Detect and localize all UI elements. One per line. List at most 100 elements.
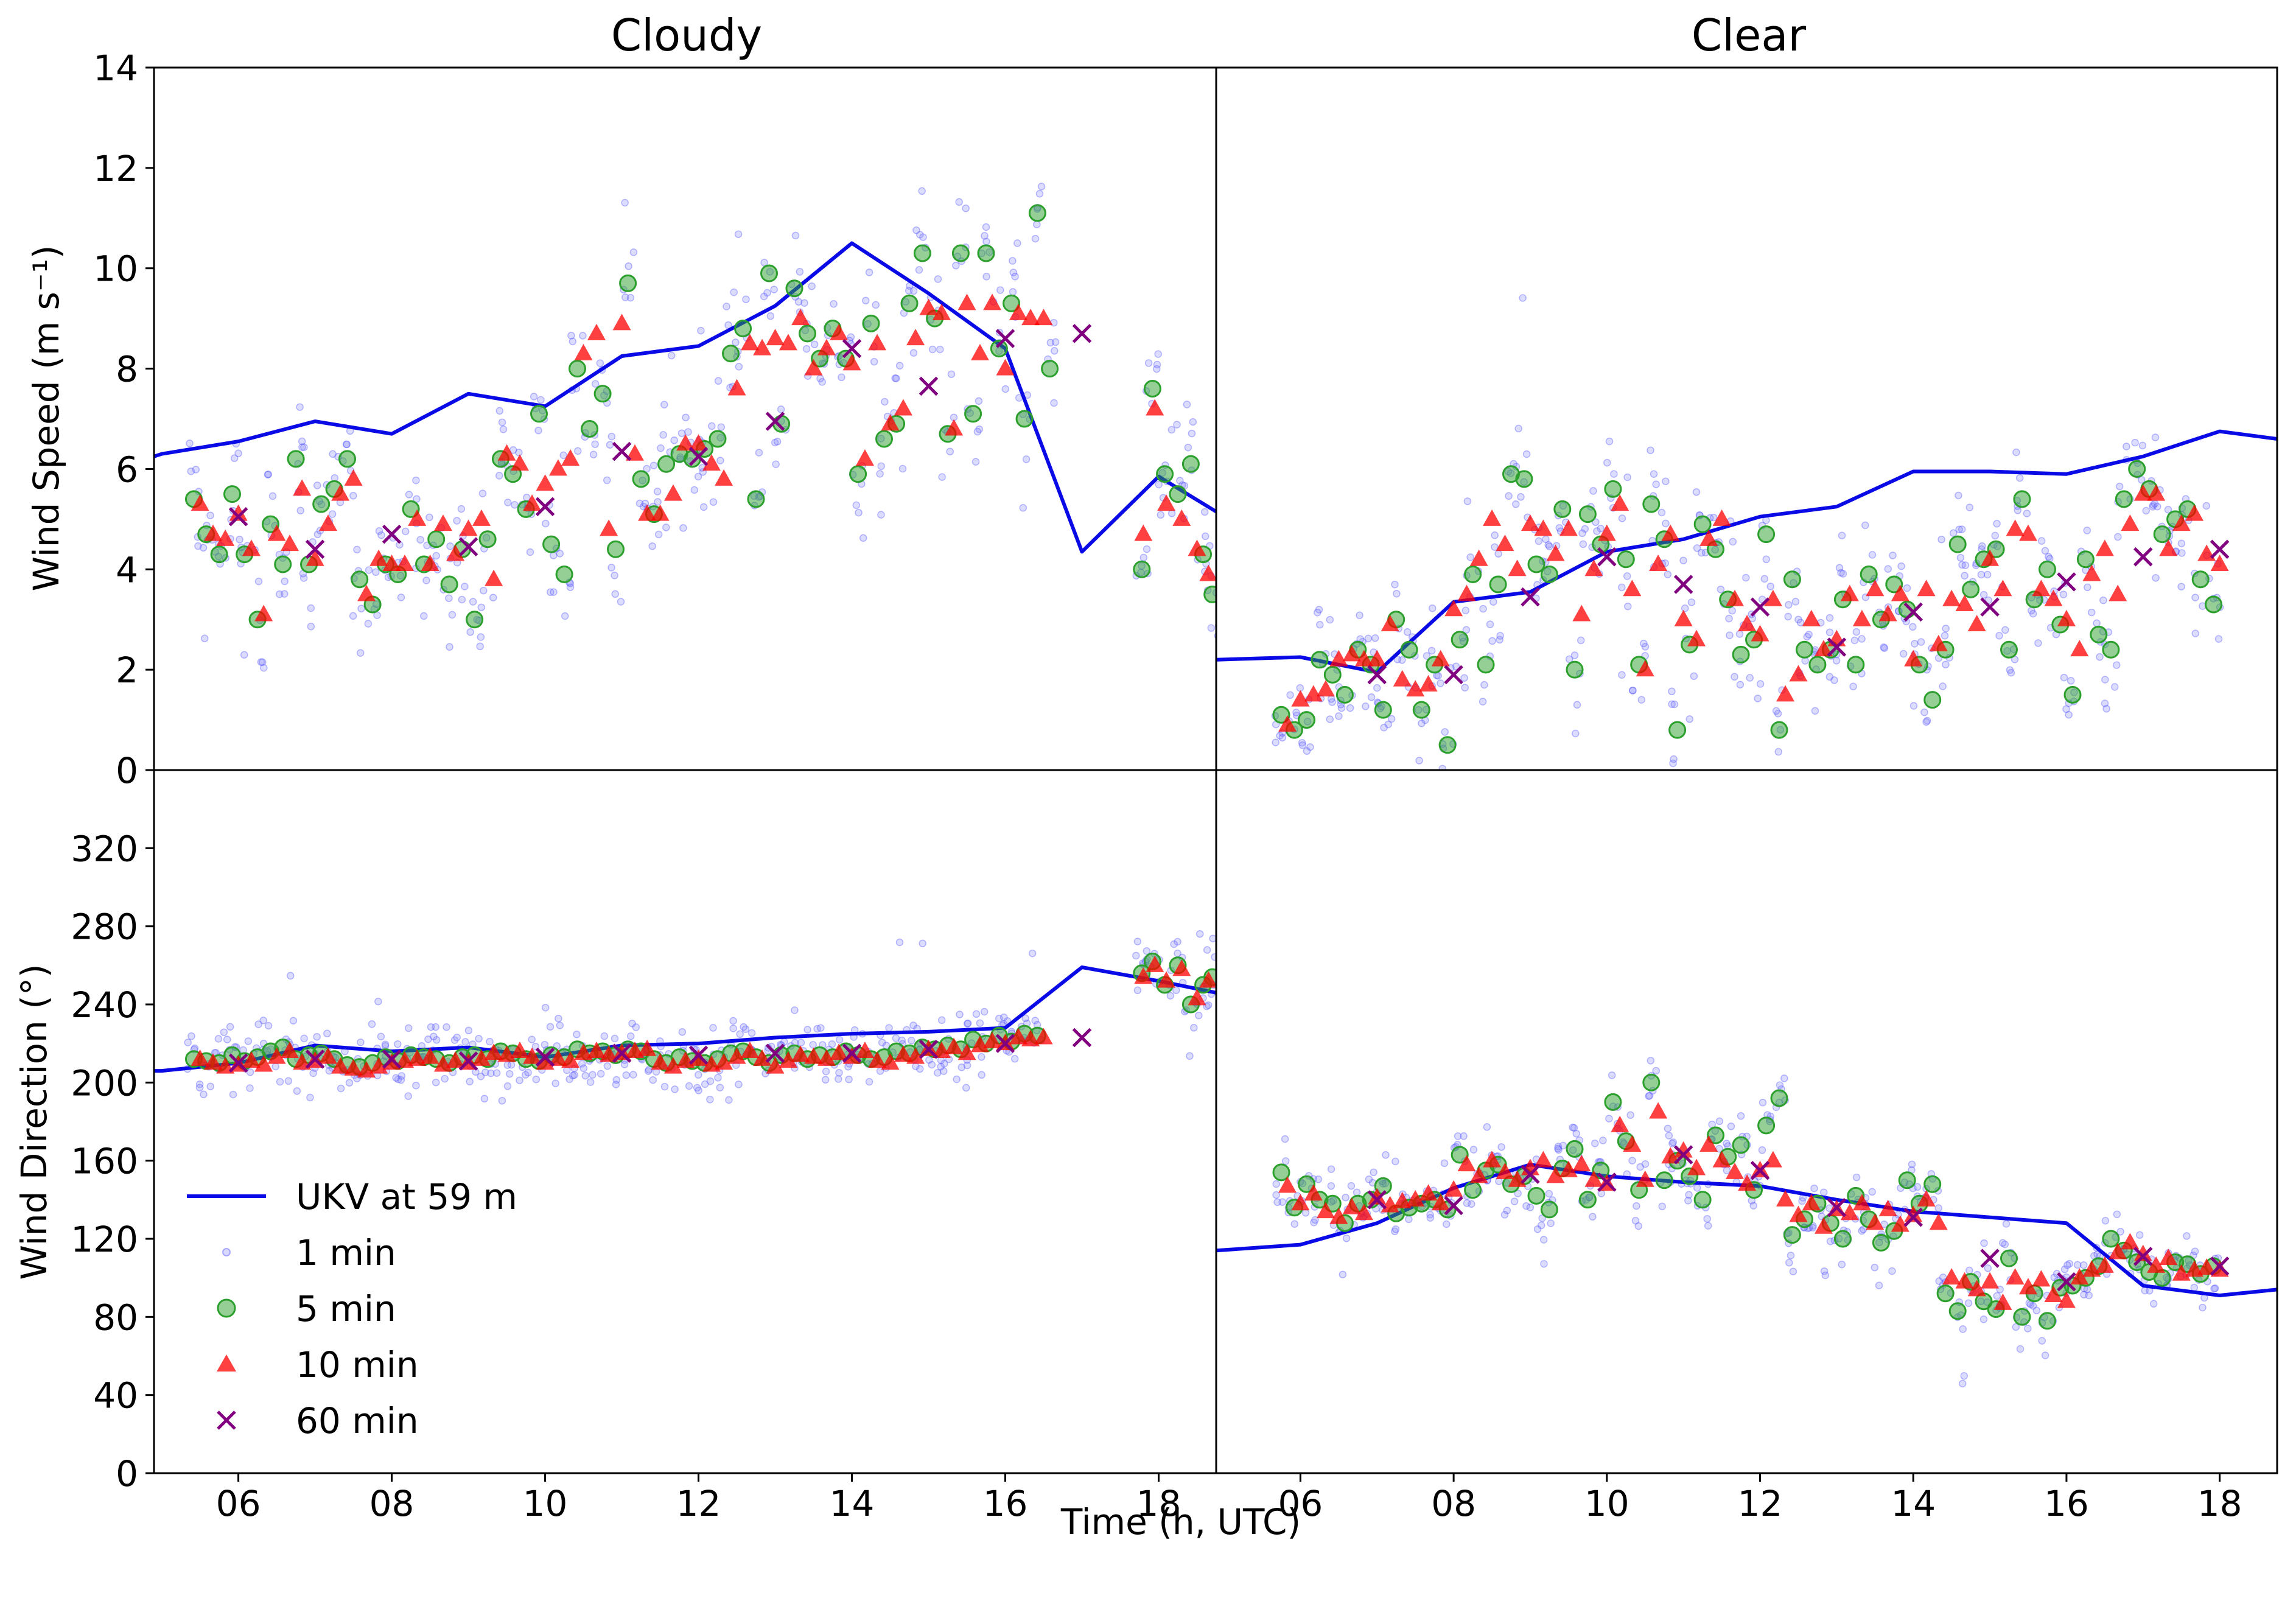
one-min-point bbox=[1858, 1227, 1866, 1235]
ten-min-point bbox=[2006, 1268, 2025, 1285]
one-min-point bbox=[2041, 1351, 2049, 1359]
one-min-point bbox=[446, 542, 454, 550]
one-min-point bbox=[709, 498, 718, 506]
five-min-point bbox=[1987, 540, 2005, 558]
five-min-point bbox=[1515, 470, 1533, 488]
one-min-point bbox=[1466, 553, 1474, 561]
ten-min-point bbox=[612, 314, 631, 331]
one-min-point bbox=[1391, 1157, 1399, 1166]
one-min-point bbox=[254, 577, 263, 586]
one-min-point bbox=[1306, 743, 1314, 751]
one-min-point bbox=[1426, 1214, 1435, 1222]
one-min-point bbox=[1500, 1211, 1509, 1219]
one-min-point bbox=[220, 1028, 228, 1036]
one-min-point bbox=[1328, 698, 1336, 706]
ten-min-point bbox=[1457, 1155, 1476, 1172]
one-min-point bbox=[905, 287, 913, 295]
one-min-point bbox=[1510, 1197, 1519, 1205]
five-min-point bbox=[1566, 1140, 1584, 1158]
one-min-point bbox=[740, 1023, 747, 1031]
ten-min-point bbox=[536, 474, 555, 491]
one-min-point bbox=[962, 204, 970, 212]
one-min-point bbox=[808, 282, 816, 290]
five-min-point bbox=[338, 450, 356, 468]
one-min-point bbox=[1132, 951, 1140, 960]
one-min-point bbox=[1825, 628, 1834, 636]
one-min-point bbox=[1692, 488, 1701, 496]
ten-min-point bbox=[983, 293, 1002, 310]
ten-min-point bbox=[1354, 1203, 1373, 1221]
one-min-point bbox=[1746, 674, 1754, 682]
one-min-point bbox=[995, 1014, 1003, 1023]
ten-min-point bbox=[1009, 303, 1027, 320]
ten-min-point bbox=[523, 494, 542, 511]
one-min-point bbox=[349, 612, 357, 620]
sixty-min-point bbox=[1444, 665, 1463, 685]
one-min-point bbox=[626, 1032, 635, 1040]
plot-area-clear-direction bbox=[1216, 1057, 2277, 1388]
one-min-point bbox=[1364, 634, 1373, 643]
time-tick-label: 18 bbox=[1136, 1483, 1181, 1524]
time-tick-label: 08 bbox=[369, 1483, 415, 1524]
one-min-point bbox=[625, 262, 632, 270]
one-min-point bbox=[996, 286, 1004, 294]
five-min-point bbox=[1578, 505, 1597, 524]
five-min-point bbox=[555, 566, 573, 583]
one-min-point bbox=[1489, 598, 1497, 606]
one-min-point bbox=[528, 1035, 536, 1043]
one-min-point bbox=[293, 1087, 301, 1095]
one-min-point bbox=[760, 292, 768, 301]
one-min-point bbox=[591, 440, 599, 448]
legend-10min-label: 10 min bbox=[296, 1344, 419, 1386]
one-min-point bbox=[337, 1084, 345, 1093]
ten-min-point bbox=[663, 1057, 682, 1074]
one-min-point bbox=[1570, 651, 1579, 659]
ten-min-point bbox=[1866, 1213, 1885, 1230]
one-min-point bbox=[830, 300, 838, 308]
one-min-point bbox=[1909, 702, 1918, 710]
ten-min-point bbox=[561, 449, 580, 466]
ten-min-point bbox=[331, 484, 350, 501]
ten-min-point bbox=[1942, 1268, 1961, 1285]
sixty-min-point bbox=[458, 1051, 478, 1071]
one-min-point bbox=[1670, 755, 1678, 763]
one-min-point bbox=[541, 1040, 549, 1049]
ten-min-point bbox=[638, 1039, 657, 1056]
five-min-point bbox=[709, 430, 727, 448]
sixty-min-point bbox=[1072, 1028, 1092, 1048]
one-min-point bbox=[622, 1071, 631, 1079]
direction-tick-label: 320 bbox=[71, 828, 138, 869]
ten-min-point bbox=[1852, 609, 1871, 626]
one-min-point bbox=[771, 438, 779, 447]
one-min-point bbox=[477, 633, 485, 641]
ten-min-point bbox=[2121, 1233, 2140, 1250]
ten-min-point bbox=[242, 539, 261, 556]
one-min-point bbox=[589, 450, 598, 458]
one-min-point bbox=[1669, 759, 1677, 768]
one-min-point bbox=[492, 1069, 501, 1077]
one-min-point bbox=[1544, 541, 1553, 549]
ten-min-point bbox=[242, 1051, 261, 1068]
five-min-point bbox=[1181, 455, 1200, 473]
panel-cloudy-speed bbox=[154, 183, 1216, 672]
one-min-point bbox=[1658, 1202, 1666, 1211]
one-min-point bbox=[2101, 1217, 2110, 1225]
one-min-point bbox=[547, 588, 555, 597]
ten-min-point bbox=[408, 1049, 427, 1066]
five-min-point bbox=[1860, 566, 1878, 583]
one-min-point bbox=[1787, 1252, 1795, 1259]
one-min-point bbox=[1537, 1221, 1545, 1230]
one-min-point bbox=[2023, 510, 2031, 517]
one-min-point bbox=[794, 298, 803, 306]
one-min-point bbox=[464, 1026, 473, 1035]
one-min-point bbox=[480, 586, 488, 595]
one-min-point bbox=[1298, 741, 1307, 749]
one-min-point bbox=[246, 1084, 254, 1092]
sixty-min-point bbox=[228, 506, 248, 527]
one-min-point bbox=[1784, 612, 1792, 621]
sixty-min-point bbox=[842, 1043, 862, 1063]
ten-min-point bbox=[1199, 564, 1216, 581]
ten-min-point bbox=[510, 454, 529, 471]
one-min-point bbox=[898, 1036, 906, 1045]
ten-min-point bbox=[281, 534, 299, 552]
